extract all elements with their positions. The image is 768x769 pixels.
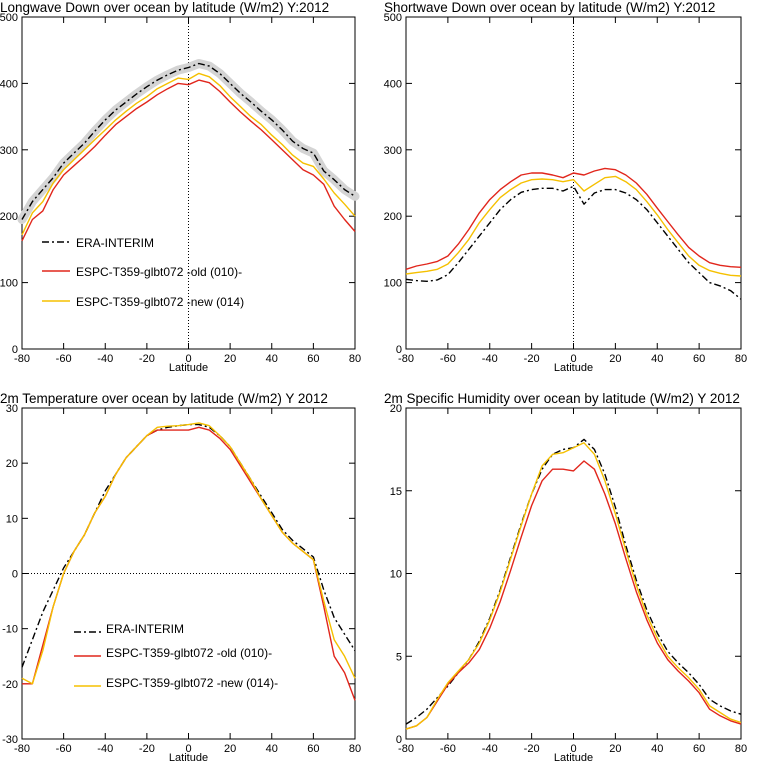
- x-tick-label: 20: [224, 353, 236, 365]
- x-tick-label: 60: [307, 353, 319, 365]
- legend-label-3: ESPC-T359-glbt072 -new (014): [76, 295, 244, 309]
- x-tick-label: 40: [651, 353, 663, 365]
- y-tick-label: 100: [0, 278, 18, 290]
- x-tick-label: -60: [56, 743, 72, 755]
- series-line-1: [21, 423, 356, 668]
- y-tick-label: 10: [6, 513, 18, 525]
- legend-label-2: ESPC-T359-glbt072 -old (010)-: [76, 265, 242, 279]
- series-line-3: [21, 72, 356, 236]
- x-tick-label: -20: [524, 353, 540, 365]
- x-tick-label: 60: [307, 743, 319, 755]
- y-tick-label: 10: [390, 569, 402, 581]
- series-line-1: [405, 185, 742, 300]
- y-tick-label: 300: [384, 145, 402, 157]
- x-tick-label: 0: [570, 743, 576, 755]
- y-tick-label: 400: [0, 78, 18, 90]
- chart-title: Shortwave Down over ocean by latitude (W…: [384, 0, 715, 15]
- x-tick-label: -20: [524, 743, 540, 755]
- x-tick-label: 40: [651, 743, 663, 755]
- y-tick-label: 0: [396, 344, 402, 356]
- x-axis-label: Latitude: [554, 752, 593, 764]
- y-tick-label: 15: [390, 486, 402, 498]
- y-tick-label: 500: [0, 12, 18, 24]
- x-tick-label: -40: [482, 743, 498, 755]
- x-axis-label: Latitude: [169, 362, 208, 374]
- x-tick-label: 80: [349, 353, 361, 365]
- y-tick-label: 200: [0, 211, 18, 223]
- y-tick-label: 20: [390, 403, 402, 415]
- y-tick-label: 400: [384, 78, 402, 90]
- x-tick-label: 80: [735, 353, 747, 365]
- legend-label-1: ERA-INTERIM: [76, 236, 154, 250]
- y-tick-label: 5: [396, 651, 402, 663]
- y-tick-label: -30: [2, 734, 18, 746]
- series-line-3: [21, 422, 356, 685]
- chart-panel-4: 2m Specific Humidity over ocean by latit…: [384, 391, 747, 764]
- x-tick-label: -20: [139, 743, 155, 755]
- legend-label-1: ERA-INTERIM: [106, 622, 184, 636]
- y-tick-label: 0: [12, 344, 18, 356]
- x-tick-label: -40: [97, 743, 113, 755]
- x-tick-label: 0: [570, 353, 576, 365]
- series-line-3: [405, 442, 742, 730]
- chart-panel-3: 2m Temperature over ocean by latitude (W…: [0, 391, 361, 764]
- x-tick-label: 20: [609, 743, 621, 755]
- x-tick-label: 40: [266, 353, 278, 365]
- y-tick-label: 300: [0, 145, 18, 157]
- x-tick-label: -80: [398, 353, 414, 365]
- x-tick-label: 80: [349, 743, 361, 755]
- x-tick-label: 80: [735, 743, 747, 755]
- y-tick-label: 0: [12, 569, 18, 581]
- x-tick-label: -40: [482, 353, 498, 365]
- x-tick-label: 0: [185, 353, 191, 365]
- x-tick-label: 0: [185, 743, 191, 755]
- x-tick-label: -80: [14, 743, 30, 755]
- x-tick-label: 20: [224, 743, 236, 755]
- legend-label-3: ESPC-T359-glbt072 -new (014)-: [106, 676, 278, 690]
- y-tick-label: 0: [396, 734, 402, 746]
- chart-panel-2: Shortwave Down over ocean by latitude (W…: [384, 0, 747, 374]
- chart-panel-1: Longwave Down over ocean by latitude (W/…: [0, 0, 361, 374]
- chart-title: 2m Specific Humidity over ocean by latit…: [384, 391, 740, 406]
- x-tick-label: 40: [266, 743, 278, 755]
- series-line-2: [405, 460, 742, 730]
- legend-label-2: ESPC-T359-glbt072 -old (010)-: [106, 646, 272, 660]
- x-tick-label: -60: [56, 353, 72, 365]
- x-tick-label: -80: [14, 353, 30, 365]
- x-tick-label: -40: [97, 353, 113, 365]
- series-line-1: [21, 62, 356, 220]
- y-tick-label: 30: [6, 403, 18, 415]
- y-tick-label: -20: [2, 679, 18, 691]
- y-tick-label: 500: [384, 12, 402, 24]
- x-tick-label: -60: [440, 743, 456, 755]
- y-tick-label: -10: [2, 624, 18, 636]
- series-line-3: [405, 175, 742, 277]
- x-tick-label: -80: [398, 743, 414, 755]
- x-axis-label: Latitude: [169, 752, 208, 764]
- x-tick-label: -20: [139, 353, 155, 365]
- chart-title: Longwave Down over ocean by latitude (W/…: [0, 0, 329, 15]
- series-line-2: [405, 167, 742, 270]
- x-tick-label: 60: [693, 743, 705, 755]
- chart-title: 2m Temperature over ocean by latitude (W…: [0, 391, 328, 406]
- series-line-2: [21, 79, 356, 242]
- y-tick-label: 20: [6, 458, 18, 470]
- x-tick-label: 20: [609, 353, 621, 365]
- y-tick-label: 200: [384, 211, 402, 223]
- plot-frame: [405, 407, 742, 740]
- x-axis-label: Latitude: [554, 362, 593, 374]
- series-line-1: [405, 438, 742, 725]
- y-tick-label: 100: [384, 278, 402, 290]
- x-tick-label: 60: [693, 353, 705, 365]
- x-tick-label: -60: [440, 353, 456, 365]
